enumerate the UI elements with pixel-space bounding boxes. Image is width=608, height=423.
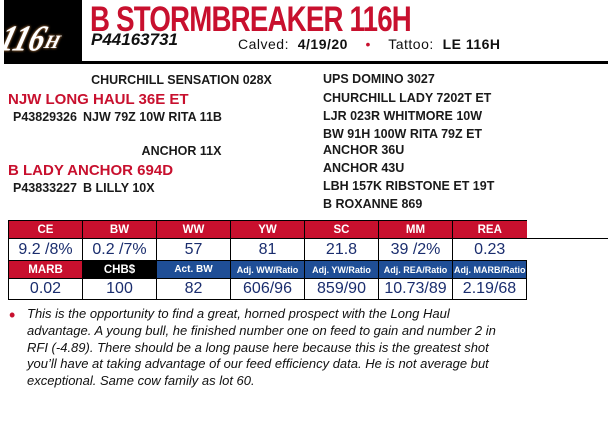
svg-text:116: 116 <box>4 19 51 59</box>
